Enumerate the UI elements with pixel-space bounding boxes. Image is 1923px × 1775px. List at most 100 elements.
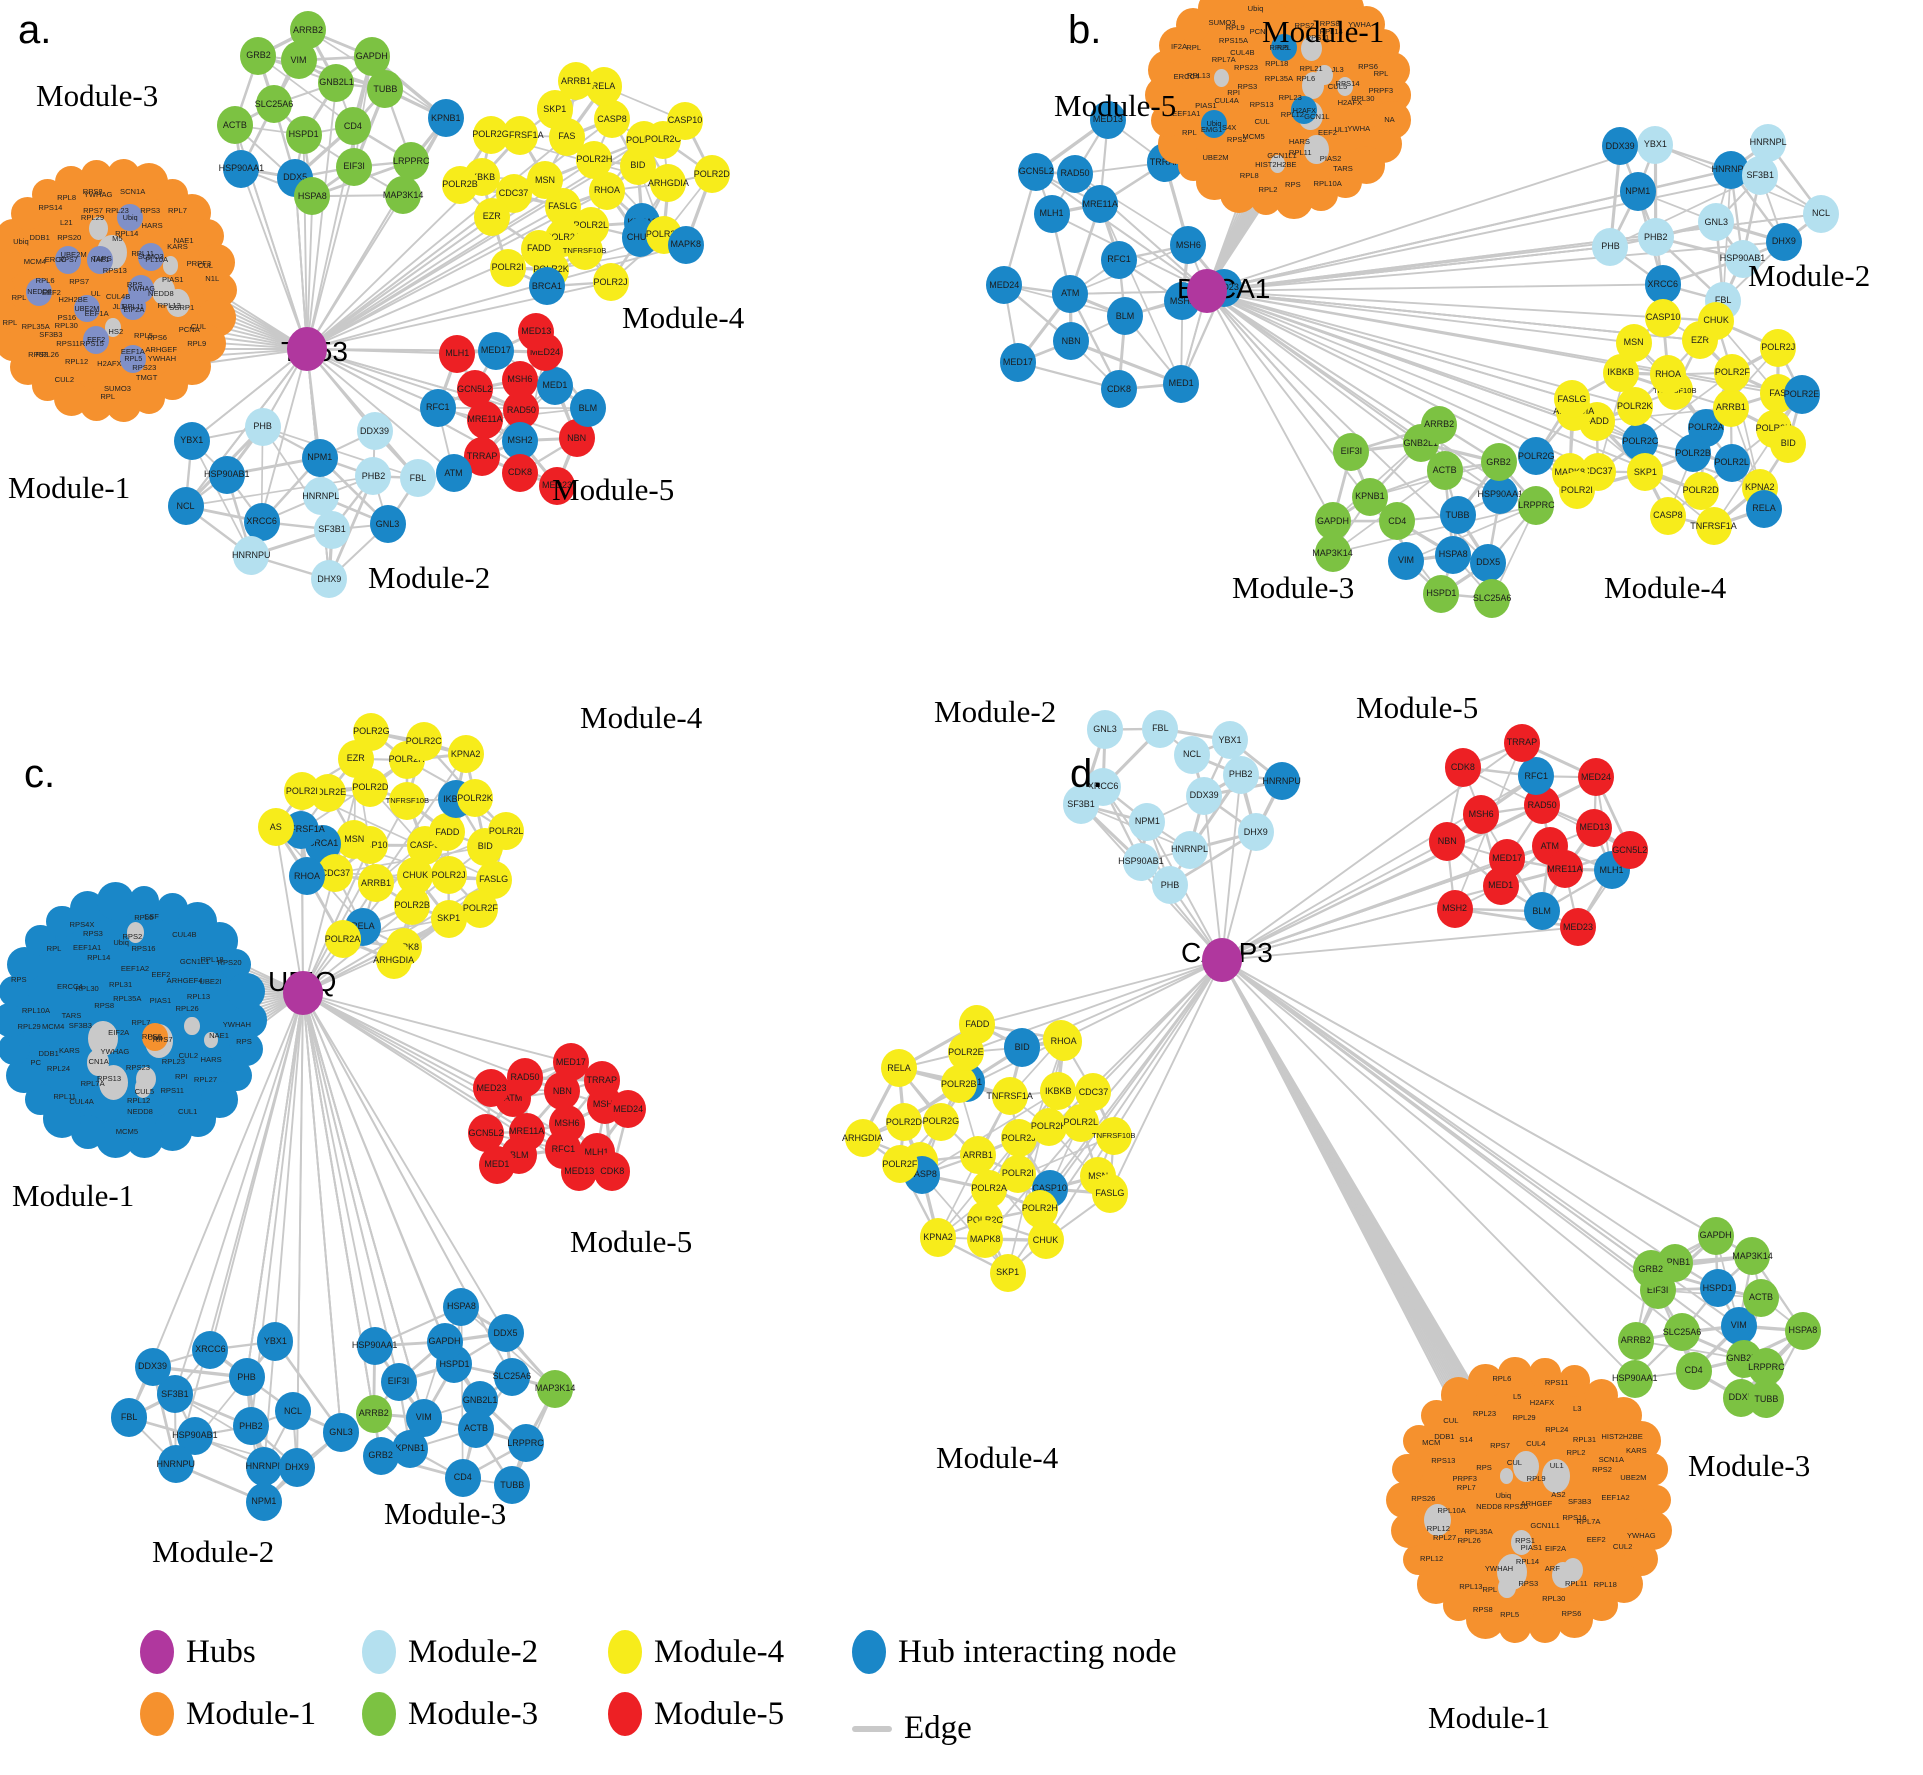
panel-b-module4-node[interactable]: POLR2J xyxy=(1760,328,1797,367)
panel-c-module3-node[interactable]: HSPA8 xyxy=(443,1287,480,1327)
panel-b-module4-node[interactable]: CASP8 xyxy=(1649,496,1686,535)
hub-node-casp3[interactable] xyxy=(1202,938,1242,982)
panel-c-module2-node[interactable]: HNRNPU xyxy=(157,1445,195,1484)
panel-d-module2-node[interactable]: HNRNPL xyxy=(1171,830,1208,869)
panel-d-module3-node[interactable]: HSP90AA1 xyxy=(1612,1359,1658,1399)
panel-c-module4-node[interactable]: AS xyxy=(257,808,294,847)
panel-b-module2-node[interactable]: XRCC6 xyxy=(1644,265,1681,304)
panel-b-module3-node[interactable]: DDX5 xyxy=(1470,543,1507,582)
panel-b-module3-node[interactable]: TUBB xyxy=(1439,495,1476,535)
panel-b-module4-node[interactable]: POLR2G xyxy=(1518,437,1554,476)
panel-a-module3-node[interactable]: KPNB1 xyxy=(427,99,464,138)
panel-b-module3-node[interactable]: ARRB2 xyxy=(1421,405,1458,444)
panel-a-module2-node[interactable]: GNL3 xyxy=(369,505,406,544)
panel-d-module3-node[interactable]: CD4 xyxy=(1675,1351,1712,1390)
blob-accent-node[interactable]: RPL5 xyxy=(120,345,147,373)
panel-b-module5-node[interactable]: MRE11A xyxy=(1082,185,1119,224)
panel-b-module2-node[interactable]: DHX9 xyxy=(1765,222,1802,261)
panel-b-module5-node[interactable]: BLM xyxy=(1107,296,1144,336)
panel-b-module5-node[interactable]: GCN5L2 xyxy=(1018,152,1055,191)
panel-b-module4-node[interactable]: MSN xyxy=(1615,323,1652,362)
panel-b-module4-node[interactable]: TNFRSF1A xyxy=(1690,507,1737,546)
panel-a-module3-node[interactable]: ACTB xyxy=(216,106,253,145)
panel-c-module4-node[interactable]: POLR2A xyxy=(324,920,361,959)
panel-d-module4-node[interactable]: POLR2K xyxy=(1030,1107,1067,1146)
panel-c-module5-node[interactable]: TRRAP xyxy=(583,1061,620,1100)
panel-c-module4-node[interactable]: RHOA xyxy=(288,857,325,896)
panel-d-module4-node[interactable]: POLR2B xyxy=(940,1065,977,1104)
panel-d-module5-node[interactable]: MED24 xyxy=(1577,758,1614,797)
panel-b-module3-node[interactable]: HSPD1 xyxy=(1423,574,1460,613)
panel-a-module4-node[interactable]: CASP10 xyxy=(667,101,704,140)
panel-b-module4-node[interactable]: POLR2F xyxy=(1714,353,1751,392)
panel-b-module3-node[interactable]: HSP90AA1 xyxy=(1477,475,1523,514)
panel-d-module4-node[interactable]: TNFRSF10B xyxy=(1092,1116,1135,1155)
panel-a-module3-node[interactable]: HSPA8 xyxy=(294,177,331,216)
panel-b-module4-node[interactable]: RHOA xyxy=(1650,355,1687,394)
panel-b-module3-node[interactable]: EIF3I xyxy=(1333,432,1370,471)
panel-a-module4-node[interactable]: POLR2D xyxy=(693,155,730,194)
panel-a-module4-node[interactable]: MAPK8 xyxy=(667,225,704,264)
panel-d-module5-node[interactable]: MED13 xyxy=(1576,808,1613,847)
panel-d-module2-node[interactable]: HNRNPU xyxy=(1262,762,1301,801)
panel-a-module4-node[interactable]: POLR2G xyxy=(472,115,509,155)
panel-a-module5-node[interactable]: GCN5L2 xyxy=(456,369,493,409)
panel-a-module2-node[interactable]: NCL xyxy=(167,487,204,526)
panel-c-module4-node[interactable]: TNFRSF10B xyxy=(386,781,429,821)
panel-a-module5-node[interactable]: MED13 xyxy=(518,312,555,351)
panel-d-module5-node[interactable]: GCN5L2 xyxy=(1611,831,1648,870)
panel-c-module4-node[interactable]: POLR2I xyxy=(283,772,320,811)
panel-c-module4-node[interactable]: SKP1 xyxy=(430,899,467,938)
panel-d-module4-node[interactable]: POLR2F xyxy=(881,1145,918,1184)
panel-b-module4-node[interactable]: POLR2B xyxy=(1675,434,1712,473)
panel-b-module4-node[interactable]: POLR2E xyxy=(1783,375,1820,414)
panel-b-module4-node[interactable]: ARRB1 xyxy=(1712,388,1749,427)
panel-d-module2-node[interactable]: PHB2 xyxy=(1222,755,1259,794)
panel-a-module2-node[interactable]: SF3B1 xyxy=(314,510,351,549)
panel-d-module2-node[interactable]: PHB xyxy=(1152,865,1189,905)
panel-b-module2-node[interactable]: SF3B1 xyxy=(1742,156,1779,195)
panel-d-module4-node[interactable]: RHOA xyxy=(1045,1022,1082,1061)
panel-b-module5-node[interactable]: MLH1 xyxy=(1033,194,1070,233)
panel-d-module3-node[interactable]: GAPDH xyxy=(1697,1216,1734,1255)
panel-b-module4-node[interactable]: RELA xyxy=(1745,489,1782,528)
panel-b-module4-node[interactable]: CHUK xyxy=(1698,301,1735,340)
panel-b-module4-node[interactable]: POLR2I xyxy=(1558,471,1595,510)
panel-c-module3-node[interactable]: CD4 xyxy=(444,1458,481,1498)
panel-d-module2-node[interactable]: DDX39 xyxy=(1186,776,1223,815)
panel-a-module3-node[interactable]: MAP3K14 xyxy=(383,176,423,215)
panel-c-module4-node[interactable]: POLR2K xyxy=(456,779,493,818)
panel-d-module5-node[interactable]: CDK8 xyxy=(1444,748,1481,787)
panel-d-module4-node[interactable]: FASLG xyxy=(1091,1174,1128,1213)
panel-d-module5-node[interactable]: MRE11A xyxy=(1546,850,1583,889)
panel-a-module2-node[interactable]: DDX39 xyxy=(356,412,393,451)
panel-d-module2-node[interactable]: DHX9 xyxy=(1237,813,1274,852)
panel-d-module4-node[interactable]: MAPK8 xyxy=(967,1219,1004,1259)
panel-c-module4-node[interactable]: FADD xyxy=(429,813,466,852)
panel-b-module5-node[interactable]: MSH6 xyxy=(1170,226,1207,265)
panel-b-module4-node[interactable]: CASP10 xyxy=(1645,298,1682,337)
panel-b-module4-node[interactable]: BID xyxy=(1770,424,1807,463)
panel-a-module2-node[interactable]: DHX9 xyxy=(311,560,348,599)
panel-d-module4-node[interactable]: ARRB1 xyxy=(959,1136,996,1175)
panel-d-module3-node[interactable]: ACTB xyxy=(1742,1278,1779,1317)
panel-b-module3-node[interactable]: KPNB1 xyxy=(1351,477,1388,516)
panel-a-module2-node[interactable]: HSP90AB1 xyxy=(204,455,250,494)
panel-b-module3-node[interactable]: VIM xyxy=(1388,541,1424,581)
panel-c-module4-node[interactable]: ARHGDIA xyxy=(373,941,414,980)
panel-d-module4-node[interactable]: ARHGDIA xyxy=(842,1119,883,1158)
panel-d-module4-node[interactable]: FADD xyxy=(959,1005,996,1044)
panel-a-module3-node[interactable]: CD4 xyxy=(334,106,371,146)
panel-a-module5-node[interactable]: RFC1 xyxy=(419,388,456,427)
panel-d-module4-node[interactable]: BID xyxy=(1004,1028,1041,1067)
panel-c-module5-node[interactable]: MED1 xyxy=(478,1145,515,1185)
panel-c-module3-node[interactable]: GRB2 xyxy=(362,1436,399,1476)
panel-c-module4-node[interactable]: MSN xyxy=(336,820,373,859)
panel-a-module2-node[interactable]: HNRNPU xyxy=(232,536,271,575)
panel-b-module5-node[interactable]: MED17 xyxy=(999,343,1036,382)
panel-c-module2-node[interactable]: XRCC6 xyxy=(192,1330,229,1369)
panel-a-module2-node[interactable]: NPM1 xyxy=(301,438,338,477)
panel-d-module4-node[interactable]: CHUK xyxy=(1027,1221,1064,1260)
panel-a-module3-node[interactable]: ARRB2 xyxy=(290,11,327,50)
panel-b-module2-node[interactable]: NPM1 xyxy=(1619,172,1656,211)
